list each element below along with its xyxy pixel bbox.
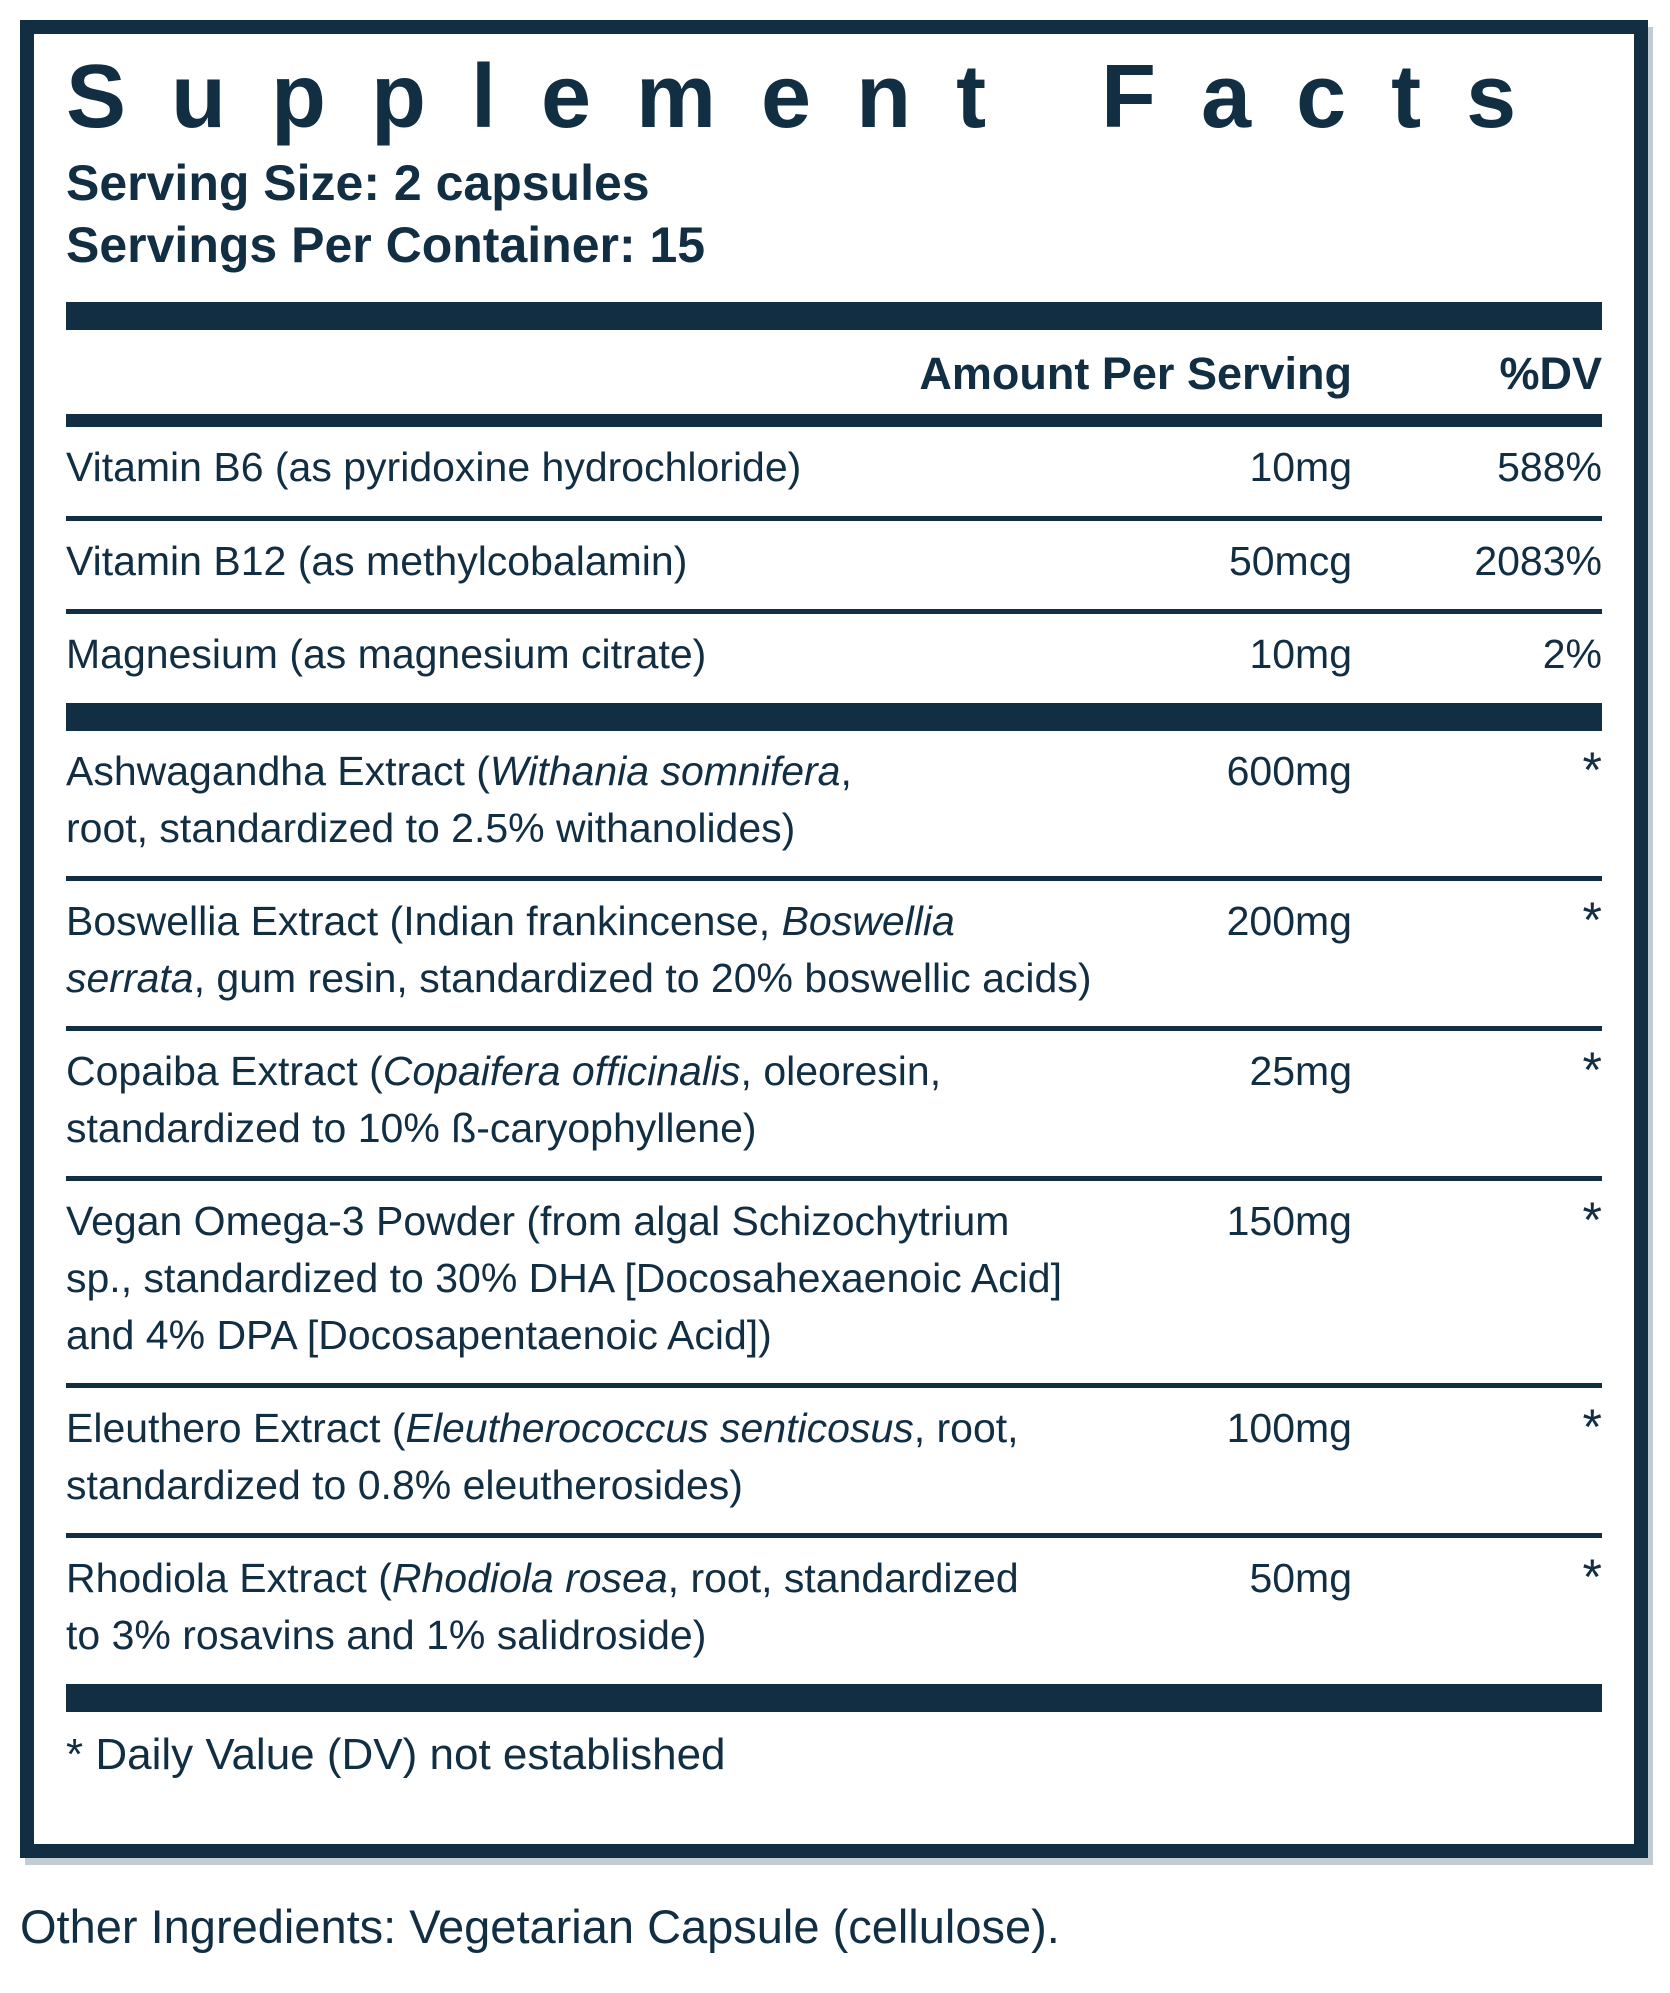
serving-size: Serving Size: 2 capsules [66, 155, 650, 211]
ingredient-row: Rhodiola Extract (Rhodiola rosea, root, … [66, 1538, 1602, 1683]
servings-per-container: Servings Per Container: 15 [66, 217, 706, 273]
ingredient-row: Ashwagandha Extract (Withania somnifera,… [66, 731, 1602, 876]
ingredient-amount: 600mg [1226, 747, 1352, 794]
ingredient-amount: 50mcg [1228, 537, 1352, 584]
ingredient-name: Boswellia Extract (Indian frankincense, … [66, 898, 1092, 1001]
ingredient-row: Vitamin B6 (as pyridoxine hydrochloride)… [66, 427, 1602, 516]
row-separator [66, 876, 1602, 882]
ingredient-name: Vitamin B12 (as methylcobalamin) [66, 537, 688, 584]
row-separator [66, 609, 1602, 615]
ingredient-dv: * [1582, 1549, 1602, 1606]
ingredient-amount: 50mg [1249, 1555, 1352, 1602]
ingredient-name: Eleuthero Extract (Eleutherococcus senti… [66, 1405, 1019, 1508]
ingredient-dv: 588% [1497, 444, 1602, 491]
ingredient-dv: * [1582, 1042, 1602, 1099]
group-divider-bar [66, 702, 1602, 731]
ingredient-row: Magnesium (as magnesium citrate) 10mg 2% [66, 614, 1602, 703]
row-separator [66, 1176, 1602, 1182]
ingredient-amount: 200mg [1226, 898, 1352, 945]
ingredient-dv: * [1582, 1192, 1602, 1249]
label-title: Supplement Facts [66, 47, 1562, 147]
ingredient-dv: * [1582, 1399, 1602, 1456]
ingredient-amount: 10mg [1249, 631, 1352, 678]
ingredient-name: Rhodiola Extract (Rhodiola rosea, root, … [66, 1555, 1019, 1658]
row-separator [66, 1026, 1602, 1032]
ingredient-row: Copaiba Extract (Copaifera officinalis, … [66, 1031, 1602, 1176]
row-separator [66, 515, 1602, 521]
ingredient-name: Magnesium (as magnesium citrate) [66, 631, 707, 678]
row-separator [66, 1533, 1602, 1539]
percent-dv-header: %DV [1499, 348, 1602, 399]
row-separator [66, 1383, 1602, 1389]
ingredient-name: Vegan Omega-3 Powder (from algal Schizoc… [66, 1198, 1062, 1358]
serving-info: Serving Size: 2 capsules Servings Per Co… [66, 152, 1602, 276]
supplement-facts-label: Supplement Facts Serving Size: 2 capsule… [20, 20, 1648, 1858]
ingredient-rows: Vitamin B6 (as pyridoxine hydrochloride)… [66, 427, 1602, 1712]
top-divider-bar [66, 302, 1602, 330]
amount-per-serving-header: Amount Per Serving [919, 348, 1352, 399]
ingredient-dv: * [1582, 892, 1602, 949]
ingredient-dv: * [1582, 741, 1602, 798]
other-ingredients: Other Ingredients: Vegetarian Capsule (c… [20, 1900, 1060, 1953]
ingredient-amount: 10mg [1249, 444, 1352, 491]
ingredient-row: Boswellia Extract (Indian frankincense, … [66, 881, 1602, 1026]
ingredient-dv: 2% [1542, 631, 1602, 678]
group-divider-bar [66, 1683, 1602, 1712]
ingredient-name: Copaiba Extract (Copaifera officinalis, … [66, 1048, 942, 1151]
column-headers: Amount Per Serving %DV [66, 330, 1602, 414]
ingredient-amount: 25mg [1249, 1048, 1352, 1095]
ingredient-dv: 2083% [1474, 537, 1602, 584]
ingredient-row: Eleuthero Extract (Eleutherococcus senti… [66, 1388, 1602, 1533]
ingredient-amount: 150mg [1226, 1198, 1352, 1245]
footnote: * Daily Value (DV) not established [66, 1729, 726, 1779]
ingredient-amount: 100mg [1226, 1405, 1352, 1452]
header-divider-bar [66, 414, 1602, 428]
ingredient-name: Ashwagandha Extract (Withania somnifera,… [66, 747, 852, 851]
ingredient-row: Vegan Omega-3 Powder (from algal Schizoc… [66, 1181, 1602, 1383]
ingredient-name: Vitamin B6 (as pyridoxine hydrochloride) [66, 444, 802, 491]
ingredient-row: Vitamin B12 (as methylcobalamin) 50mcg 208… [66, 521, 1602, 610]
